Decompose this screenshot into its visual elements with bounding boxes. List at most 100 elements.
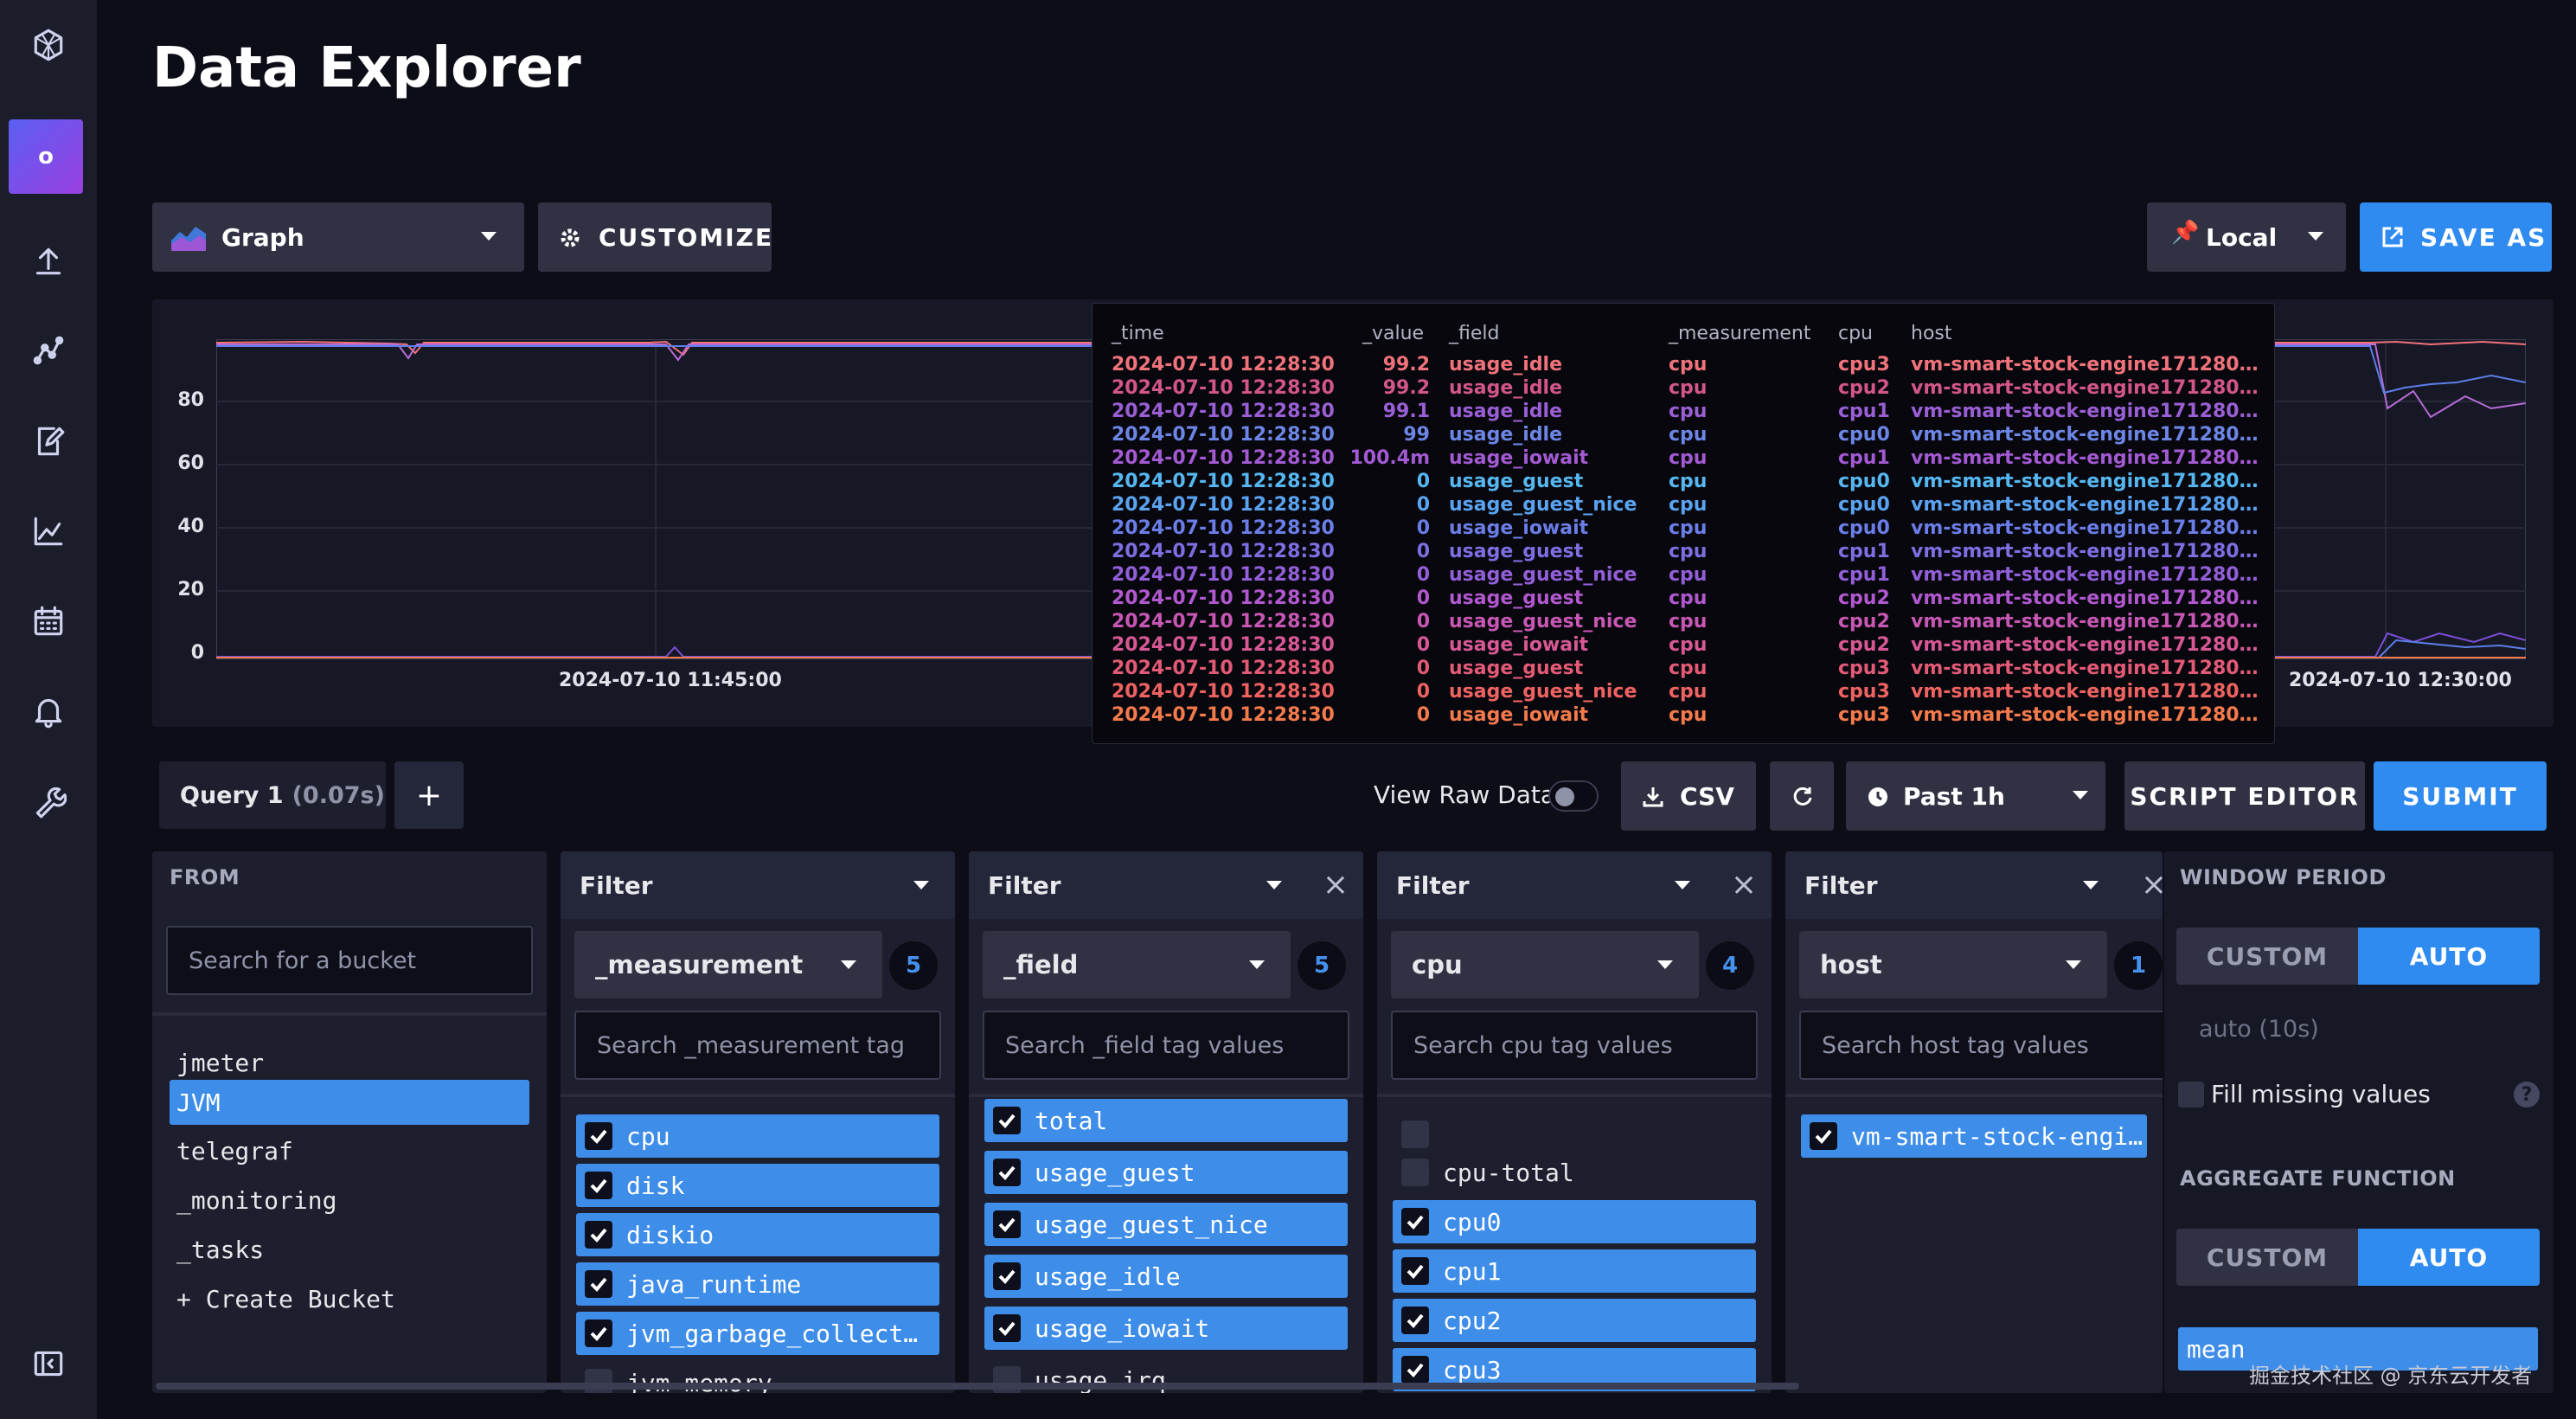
tooltip-measurement: cpu <box>1669 634 1708 656</box>
tag-value-item[interactable]: cpu2 <box>1393 1299 1756 1342</box>
close-icon[interactable]: × <box>1730 866 1758 902</box>
save-as-button[interactable]: SAVE AS <box>2360 202 2552 272</box>
tooltip-row: 2024-07-10 12:28:30 0 usage_guest_nice cpu c… <box>1093 681 2274 704</box>
checkbox[interactable] <box>585 1172 612 1199</box>
close-icon[interactable]: × <box>2140 866 2163 902</box>
bucket-search-input[interactable]: Search for a bucket <box>166 926 533 995</box>
tag-value-item[interactable]: cpu <box>576 1114 939 1158</box>
tag-value-item[interactable]: usage_guest_nice <box>984 1203 1348 1246</box>
timezone-dropdown[interactable]: 📌 Local <box>2147 202 2346 272</box>
checkbox[interactable] <box>585 1270 612 1298</box>
script-editor-button[interactable]: SCRIPT EDITOR <box>2124 761 2365 831</box>
alerts-bell-icon[interactable] <box>24 687 73 735</box>
tooltip-measurement: cpu <box>1669 447 1708 469</box>
checkbox[interactable] <box>1401 1208 1429 1236</box>
time-range-dropdown[interactable]: Past 1h <box>1846 761 2105 831</box>
tooltip-host: vm-smart-stock-engine171280… <box>1911 611 2259 632</box>
horizontal-scrollbar[interactable] <box>156 1383 1799 1390</box>
bucket-item[interactable]: jmeter <box>176 1048 265 1077</box>
tooltip-field: usage_guest_nice <box>1449 564 1637 586</box>
tag-value-item[interactable]: usage_guest <box>984 1151 1348 1194</box>
y-tick: 80 <box>177 389 204 411</box>
fill-missing-checkbox[interactable] <box>2178 1082 2204 1108</box>
create-bucket-link[interactable]: + Create Bucket <box>176 1284 395 1313</box>
checkbox[interactable] <box>1401 1257 1429 1285</box>
bucket-item[interactable]: telegraf <box>176 1136 293 1165</box>
filter-function-dropdown[interactable]: Filter <box>969 851 1363 919</box>
tag-value-item[interactable]: cpu1 <box>1393 1249 1756 1293</box>
tag-value-item[interactable]: jvm_garbage_collect… <box>576 1312 939 1355</box>
tag-value-item[interactable]: diskio <box>576 1213 939 1256</box>
checkbox[interactable] <box>1401 1356 1429 1384</box>
collapse-nav-icon[interactable] <box>24 1339 73 1388</box>
tag-value-search-input[interactable]: Search host tag values <box>1799 1011 2163 1080</box>
refresh-icon <box>1793 787 1812 806</box>
aggregate-panel: WINDOW PERIOD CUSTOM AUTO auto (10s) Fil… <box>2164 851 2554 1393</box>
tag-key-dropdown[interactable]: _field <box>983 931 1291 998</box>
customize-button[interactable]: CUSTOMIZE <box>538 202 772 272</box>
csv-download-button[interactable]: CSV <box>1621 761 1756 831</box>
notebook-edit-icon[interactable] <box>24 417 73 466</box>
add-query-button[interactable]: + <box>394 761 464 829</box>
query-tab[interactable]: Query 1 (0.07s) <box>159 761 386 829</box>
submit-button[interactable]: SUBMIT <box>2374 761 2547 831</box>
tag-value-item[interactable]: cpu0 <box>1393 1200 1756 1243</box>
aggregate-custom-button[interactable]: CUSTOM <box>2176 1229 2358 1286</box>
aggregate-function-mean[interactable]: mean <box>2178 1327 2538 1371</box>
checkbox[interactable] <box>585 1319 612 1347</box>
checkbox[interactable] <box>1401 1159 1429 1186</box>
checkbox[interactable] <box>585 1221 612 1249</box>
data-explorer-icon[interactable] <box>24 327 73 376</box>
tag-key-dropdown[interactable]: _measurement <box>574 931 882 998</box>
window-auto-button[interactable]: AUTO <box>2358 928 2540 985</box>
chevron-down-icon <box>1266 881 1282 889</box>
tooltip-measurement: cpu <box>1669 658 1708 679</box>
settings-wrench-icon[interactable] <box>24 777 73 825</box>
bucket-item-selected[interactable]: JVM <box>170 1080 529 1125</box>
dashboards-icon[interactable] <box>24 507 73 555</box>
checkbox[interactable] <box>993 1159 1021 1186</box>
filter-function-dropdown[interactable]: Filter <box>561 851 955 919</box>
checkbox[interactable] <box>1401 1120 1429 1148</box>
download-icon <box>1643 787 1663 807</box>
bucket-item[interactable]: _monitoring <box>176 1185 337 1215</box>
tag-value-item[interactable]: total <box>984 1099 1348 1142</box>
filter-function-dropdown[interactable]: Filter <box>1785 851 2163 919</box>
org-avatar[interactable]: o <box>9 119 83 194</box>
refresh-button[interactable] <box>1770 761 1834 831</box>
checkbox[interactable] <box>1401 1307 1429 1334</box>
tag-value-item[interactable]: disk <box>576 1164 939 1207</box>
tasks-calendar-icon[interactable] <box>24 597 73 645</box>
checkbox[interactable] <box>993 1210 1021 1238</box>
graph-type-dropdown[interactable]: Graph <box>152 202 524 272</box>
tag-key-dropdown[interactable]: host <box>1799 931 2107 998</box>
checkbox[interactable] <box>993 1107 1021 1134</box>
tag-value-search-input[interactable]: Search _field tag values <box>983 1011 1349 1080</box>
view-raw-data-toggle[interactable] <box>1548 780 1599 812</box>
tooltip-host: vm-smart-stock-engine171280… <box>1911 471 2259 492</box>
checkbox[interactable] <box>993 1262 1021 1290</box>
help-icon[interactable]: ? <box>2514 1082 2540 1108</box>
tooltip-measurement: cpu <box>1669 377 1708 399</box>
checkbox[interactable] <box>1810 1122 1837 1150</box>
tag-value-item[interactable] <box>1393 1113 1756 1156</box>
bucket-item[interactable]: _tasks <box>176 1235 265 1264</box>
tag-value-item[interactable]: cpu-total <box>1393 1151 1756 1194</box>
filter-function-dropdown[interactable]: Filter <box>1377 851 1772 919</box>
tag-value-item[interactable]: usage_iowait <box>984 1307 1348 1350</box>
checkbox[interactable] <box>993 1314 1021 1342</box>
window-custom-button[interactable]: CUSTOM <box>2176 928 2358 985</box>
y-tick: 40 <box>177 516 204 537</box>
tooltip-value: 0 <box>1416 681 1430 703</box>
checkbox[interactable] <box>585 1122 612 1150</box>
aggregate-auto-button[interactable]: AUTO <box>2358 1229 2540 1286</box>
influx-logo-icon[interactable] <box>24 21 73 69</box>
upload-icon[interactable] <box>24 237 73 286</box>
tag-value-item[interactable]: java_runtime <box>576 1262 939 1306</box>
tag-value-item[interactable]: usage_idle <box>984 1255 1348 1298</box>
tag-value-search-input[interactable]: Search cpu tag values <box>1391 1011 1758 1080</box>
close-icon[interactable]: × <box>1322 866 1349 902</box>
tag-key-dropdown[interactable]: cpu <box>1391 931 1699 998</box>
tag-value-search-input[interactable]: Search _measurement tag <box>574 1011 941 1080</box>
tag-value-item[interactable]: vm-smart-stock-engi… <box>1801 1114 2147 1158</box>
